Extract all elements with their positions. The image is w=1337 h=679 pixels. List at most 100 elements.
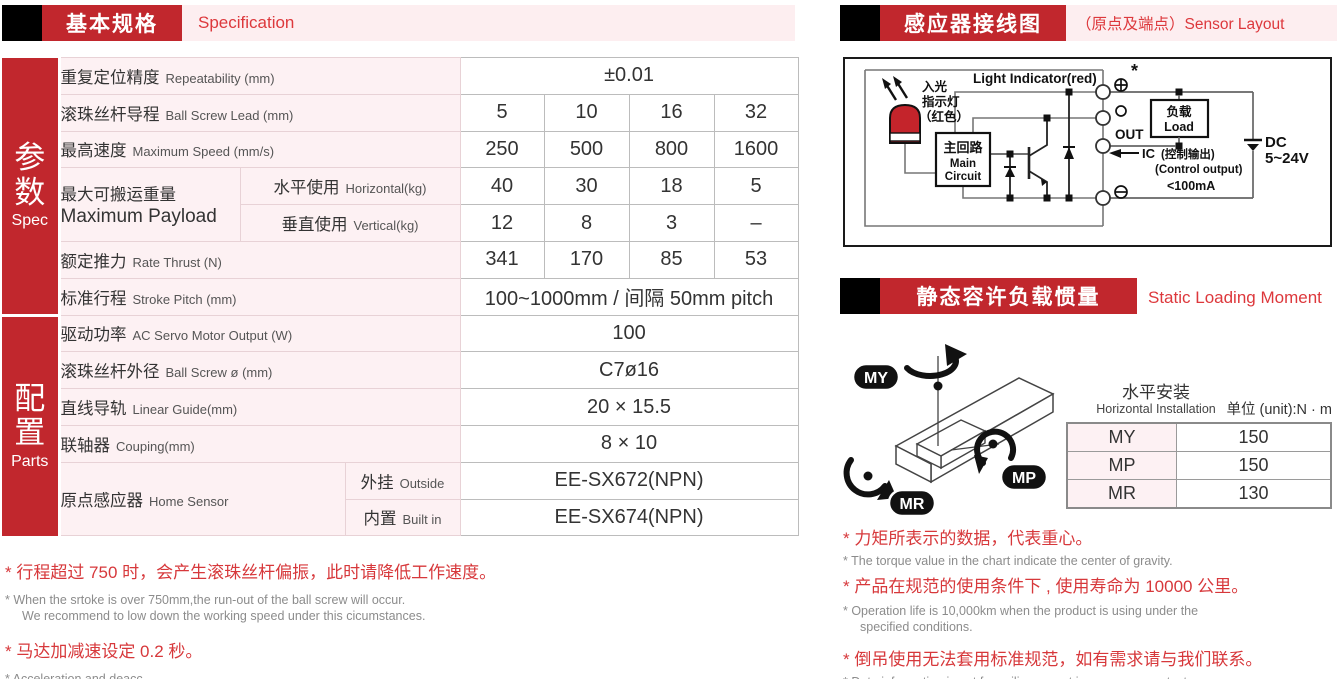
- sensor-layout-strip: （原点及端点）Sensor Layout: [1066, 5, 1337, 41]
- cell-value: 5: [713, 167, 799, 206]
- left-footnotes: * 行程超过 750 时，会产生滚珠丝杆偏振，此时请降低工作速度。 * When…: [5, 558, 805, 679]
- cell-value: 18: [628, 167, 715, 206]
- label-home-sensor-builtin: 内置 Built in: [344, 498, 461, 537]
- zener1-triangle: [1005, 167, 1015, 177]
- led-label-cn2: 指示灯: [922, 94, 960, 109]
- table-row: MR 130: [1066, 479, 1332, 509]
- row-home-sensor-builtin: 内置 Built in EE-SX674(NPN): [2, 498, 799, 537]
- row-rate-thrust: 额定推力 Rate Thrust (N) 341 170 85 53: [2, 240, 799, 279]
- ic-label: IC: [1142, 146, 1156, 161]
- sidebar-parts-en: Parts: [11, 452, 49, 470]
- note-accel-cn: * 马达加减速设定 0.2 秒。: [5, 642, 203, 661]
- moment-value: 150: [1176, 451, 1332, 480]
- mp-pill: [999, 462, 1049, 492]
- main-circuit-cn: 主回路: [943, 140, 983, 155]
- my-pill: [851, 362, 901, 392]
- star-marker: *: [1131, 61, 1138, 81]
- label-ball-screw-lead: 滚珠丝杆导程 Ball Screw Lead (mm): [58, 93, 461, 132]
- basic-spec-strip: Specification: [182, 5, 795, 41]
- mr-pill: [887, 488, 937, 518]
- cell-value: 40: [459, 167, 545, 206]
- label-payload-vertical: 垂直使用 Vertical(kg): [239, 204, 461, 242]
- current-limit-label: <100mA: [1167, 179, 1215, 193]
- sidebar-spec-cn: 参数: [14, 139, 46, 210]
- sensor-layout-title-en: （原点及端点）Sensor Layout: [1076, 16, 1285, 33]
- note-stroke-cn: * 行程超过 750 时，会产生滚珠丝杆偏振，此时请降低工作速度。: [5, 563, 497, 582]
- light-indicator-label: Light Indicator(red): [973, 71, 1097, 86]
- junction: [1065, 194, 1073, 202]
- label-stroke: 标准行程 Stroke Pitch (mm): [58, 277, 461, 316]
- banner-black-block: [2, 5, 42, 41]
- install-unit-label: 单位 (unit):N · m: [1226, 402, 1332, 418]
- table-row: MY 150: [1066, 422, 1332, 452]
- cell-value: 500: [543, 130, 630, 169]
- note-line: * When the srtoke is over 750mm,the run-…: [5, 593, 406, 607]
- note-life-cn: * 产品在规范的使用条件下 , 使用寿命为 10000 公里。: [843, 577, 1249, 596]
- row-motor: 配置 Parts 驱动功率 AC Servo Motor Output (W) 1…: [2, 313, 799, 536]
- label-motor: 驱动功率 AC Servo Motor Output (W): [58, 314, 461, 353]
- sensor-diagram-svg: 负载 Load DC 5~24V * OUT IC (控制输出): [864, 61, 1309, 227]
- note-stroke-en: * When the srtoke is over 750mm,the run-…: [5, 592, 805, 624]
- transistor-emitter-arrow: [1041, 179, 1047, 186]
- row-guide: 直线导轨 Linear Guide(mm) 20 × 15.5: [2, 388, 799, 426]
- label-payload-horizontal: 水平使用 Horizontal(kg): [239, 167, 461, 206]
- mp-axis-dot: [988, 439, 998, 449]
- note-life-en: * Operation life is 10,000km when the pr…: [843, 603, 1337, 635]
- right-footnotes: * 力矩所表示的数据，代表重心。 * The torque value in t…: [843, 524, 1337, 679]
- led-base: [889, 132, 921, 142]
- zener2-triangle: [1064, 147, 1074, 159]
- note-ceiling-en: * Data information is not for ceiling-mo…: [843, 674, 1337, 679]
- terminal-out: [1095, 138, 1111, 154]
- junction: [1043, 114, 1051, 122]
- cell-value: 1600: [713, 130, 799, 169]
- sidebar-section-parts: 配置 Parts: [2, 313, 61, 536]
- cell-value: 170: [543, 240, 630, 279]
- control-output-cn: (控制输出): [1161, 147, 1215, 161]
- static-moment-title-en: Static Loading Moment: [1148, 288, 1322, 307]
- banner-black-block: [840, 5, 880, 41]
- sensor-layout-banner: 感应器接线图: [880, 5, 1066, 41]
- junction: [1043, 194, 1051, 202]
- mr-axis-dot: [863, 471, 873, 481]
- junction: [1006, 194, 1014, 202]
- cell-value: 5: [459, 93, 545, 132]
- cell-value: –: [713, 204, 799, 242]
- cell-value: 250: [459, 130, 545, 169]
- load-label-cn: 负载: [1166, 104, 1192, 119]
- row-home-sensor-outside: 原点感应器 Home Sensor 外挂 Outside EE-SX672(NPN): [2, 461, 799, 537]
- value-stroke: 100~1000mm / 间隔 50mm pitch: [459, 277, 799, 316]
- cell-value: 341: [459, 240, 545, 279]
- junction: [1006, 150, 1014, 158]
- note-torque-en: * The torque value in the chart indicate…: [843, 554, 1173, 568]
- cell-value: 8: [543, 204, 630, 242]
- basic-spec-banner: 基本规格: [42, 5, 182, 41]
- label-home-sensor-outside: 外挂 Outside: [344, 461, 461, 500]
- terminal-minus: [1095, 190, 1111, 206]
- main-circuit-en1: Main: [950, 158, 976, 170]
- note-line: We recommend to low down the working spe…: [22, 609, 426, 623]
- cell-value: 12: [459, 204, 545, 242]
- my-label: MY: [864, 370, 888, 387]
- mr-arrow-arc: [843, 457, 888, 498]
- moment-key: MR: [1066, 479, 1177, 509]
- static-moment-title-cn: 静态容许负载惯量: [916, 286, 1101, 309]
- wire-terminal2: [972, 117, 1103, 133]
- value-motor: 100: [459, 314, 799, 353]
- label-guide: 直线导轨 Linear Guide(mm): [58, 388, 461, 426]
- load-box: [1149, 98, 1210, 139]
- light-arrow-head: [893, 76, 902, 87]
- sidebar-section-spec: 参数 Spec: [2, 57, 61, 316]
- note-ceiling-cn: * 倒吊使用无法套用标准规范，如有需求请与我们联系。: [843, 650, 1263, 669]
- moment-value: 150: [1176, 422, 1332, 452]
- cell-value: 10: [543, 93, 630, 132]
- junction: [1175, 142, 1183, 150]
- note-line: * Operation life is 10,000km when the pr…: [843, 604, 1199, 618]
- label-coupling: 联轴器 Couping(mm): [58, 424, 461, 463]
- main-circuit-box: [934, 131, 992, 188]
- table-row: MP 150: [1066, 451, 1332, 480]
- row-payload-horizontal: 最大可搬运重量 Maximum Payload 水平使用 Horizontal(k…: [2, 167, 799, 242]
- moment-table: MY 150 MP 150 MR 130: [1066, 422, 1332, 509]
- label-payload: 最大可搬运重量 Maximum Payload: [58, 167, 241, 242]
- mr-label: MR: [900, 496, 925, 513]
